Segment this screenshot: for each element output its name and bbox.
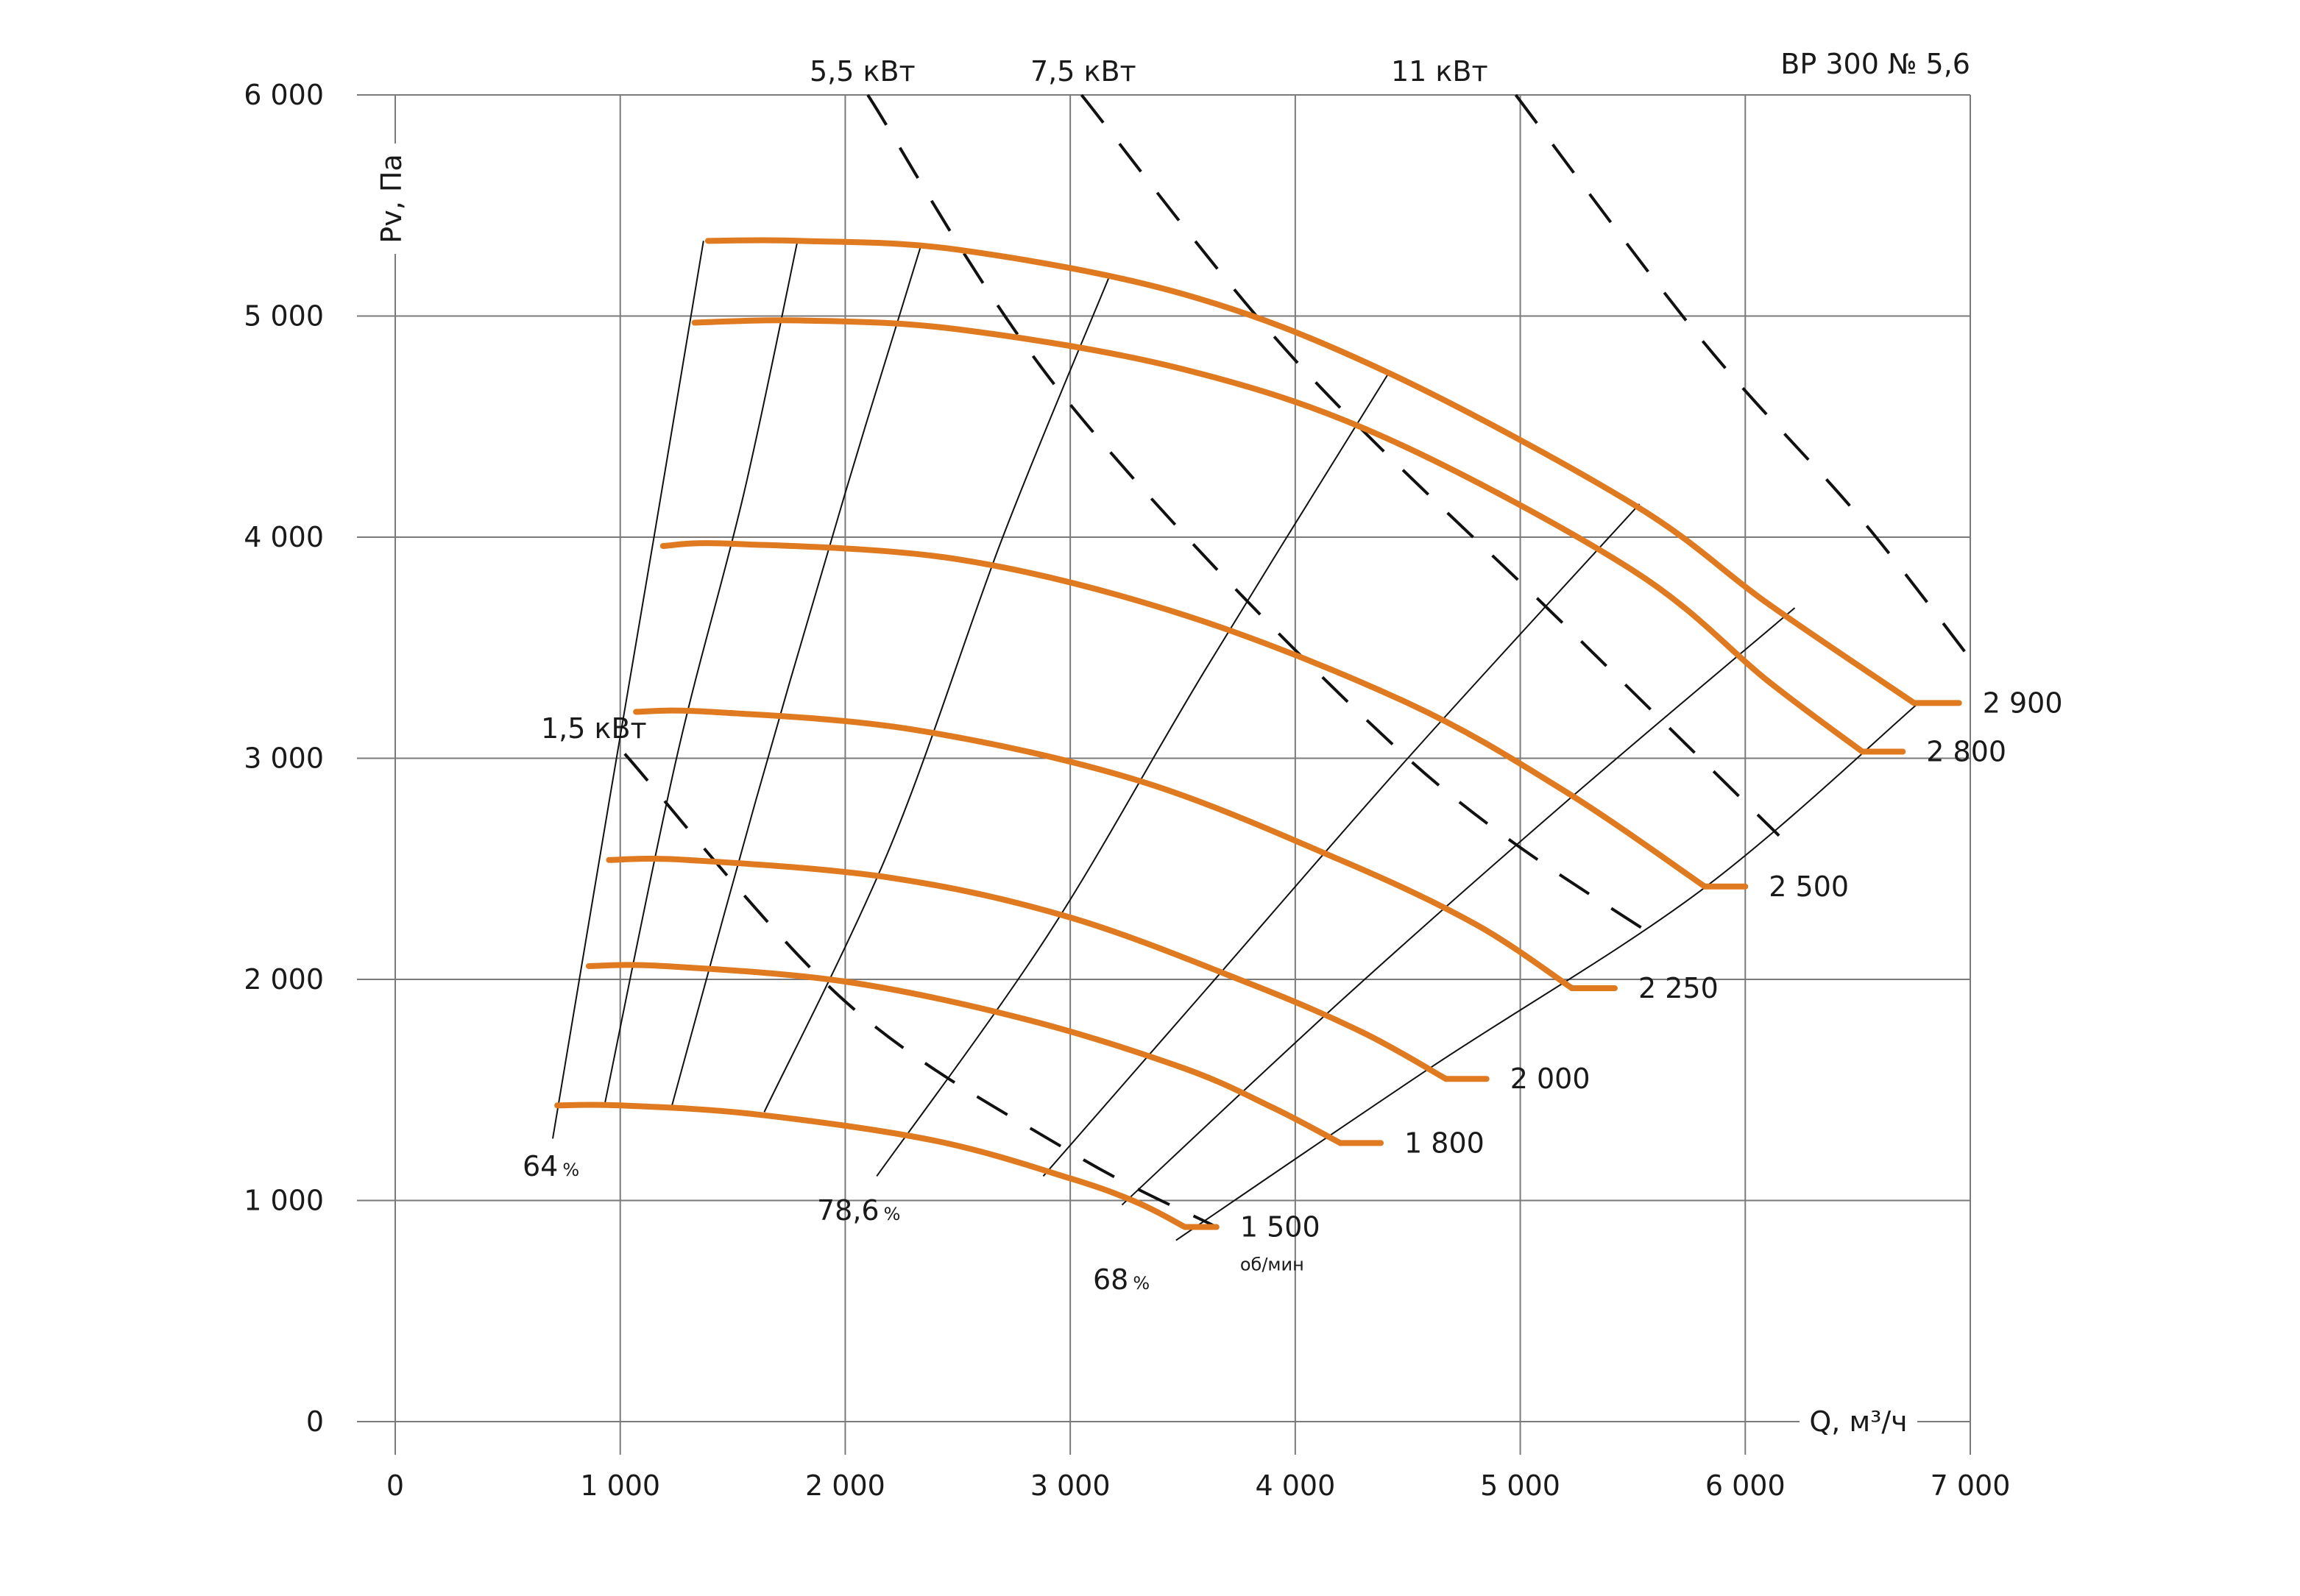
speed-curve-label: 2 000 bbox=[1510, 1063, 1590, 1095]
power-line bbox=[1080, 93, 1780, 837]
efficiency-line bbox=[671, 243, 923, 1106]
speed-curve bbox=[704, 237, 1917, 706]
x-tick-label: 6 000 bbox=[1705, 1469, 1786, 1502]
power-line-label: 1,5 кВт bbox=[541, 712, 647, 745]
speed-curve bbox=[554, 1102, 1189, 1230]
power-line bbox=[866, 93, 1663, 943]
efficiency-line bbox=[552, 241, 704, 1139]
power-line-label: 7,5 кВт bbox=[1030, 55, 1136, 88]
power-line-label: 5,5 кВт bbox=[810, 55, 916, 88]
speed-curve-label: 2 250 bbox=[1638, 972, 1719, 1004]
efficiency-lines: 64 % 78,6 % 68% bbox=[523, 238, 1919, 1296]
y-tick-label: 5 000 bbox=[244, 300, 324, 333]
speed-curve bbox=[606, 855, 1449, 1082]
speed-curve-label: 1 500 bbox=[1240, 1211, 1320, 1244]
x-axis-label: Q, м³/ч bbox=[1809, 1405, 1907, 1438]
speed-curve bbox=[633, 707, 1575, 992]
x-tick-label: 3 000 bbox=[1030, 1469, 1111, 1502]
speed-curve-label: 2 900 bbox=[1983, 687, 2063, 719]
efficiency-label: 78,6% bbox=[817, 1194, 900, 1227]
power-lines: 1,5 кВт 5,5 кВт 7,5 кВт 11 кВт bbox=[541, 55, 1972, 1229]
efficiency-unit: % bbox=[562, 1160, 579, 1180]
speed-curve-label: 2 800 bbox=[1926, 735, 2006, 767]
x-tick-label: 4 000 bbox=[1255, 1469, 1335, 1502]
efficiency-unit: % bbox=[884, 1204, 901, 1224]
y-tick-label: 3 000 bbox=[244, 742, 324, 775]
y-tick-label: 2 000 bbox=[244, 963, 324, 996]
efficiency-line bbox=[876, 371, 1391, 1177]
speed-curve-label: 2 500 bbox=[1769, 870, 1849, 903]
speed-curves: 2 900 2 800 2 500 2 250 2 000 1 800 1 500 bbox=[554, 237, 2063, 1244]
speed-curve bbox=[585, 962, 1343, 1146]
x-tick-label: 7 000 bbox=[1931, 1469, 2011, 1502]
speed-unit-label: об/мин bbox=[1240, 1255, 1304, 1275]
efficiency-line bbox=[1042, 503, 1641, 1177]
x-tick-label: 2 000 bbox=[805, 1469, 885, 1502]
speed-curve-label: 1 800 bbox=[1404, 1127, 1485, 1159]
y-tick-label: 4 000 bbox=[244, 521, 324, 553]
chart-title: ВР 300 № 5,6 bbox=[1780, 48, 1970, 80]
efficiency-unit: % bbox=[1133, 1273, 1150, 1294]
y-tick-label: 1 000 bbox=[244, 1185, 324, 1217]
y-axis-label: Pv, Па bbox=[375, 154, 408, 243]
x-axis-label-bg bbox=[1800, 1402, 1917, 1442]
y-axis-label-bg bbox=[379, 143, 420, 254]
y-tick-label: 0 bbox=[306, 1405, 324, 1438]
efficiency-line bbox=[1121, 607, 1796, 1206]
x-tick-label: 5 000 bbox=[1480, 1469, 1560, 1502]
efficiency-line bbox=[1175, 702, 1919, 1241]
efficiency-label: 64% bbox=[523, 1150, 579, 1182]
speed-curve bbox=[691, 317, 1866, 755]
y-tick-label: 6 000 bbox=[244, 79, 324, 111]
power-line-label: 11 кВт bbox=[1391, 55, 1488, 88]
efficiency-label: 68% bbox=[1093, 1263, 1150, 1296]
x-tick-label: 1 000 bbox=[580, 1469, 660, 1502]
efficiency-line bbox=[763, 278, 1110, 1113]
grid: 0 1 000 2 000 3 000 4 000 5 000 6 000 7 000 0 1 0… bbox=[244, 79, 2010, 1502]
speed-curve bbox=[659, 540, 1708, 890]
power-line bbox=[623, 753, 1217, 1229]
labels: ВР 300 № 5,6 Q, м³/ч Pv, Па об/мин bbox=[375, 48, 1970, 1438]
x-tick-label: 0 bbox=[386, 1469, 404, 1502]
power-line bbox=[1514, 93, 1972, 660]
